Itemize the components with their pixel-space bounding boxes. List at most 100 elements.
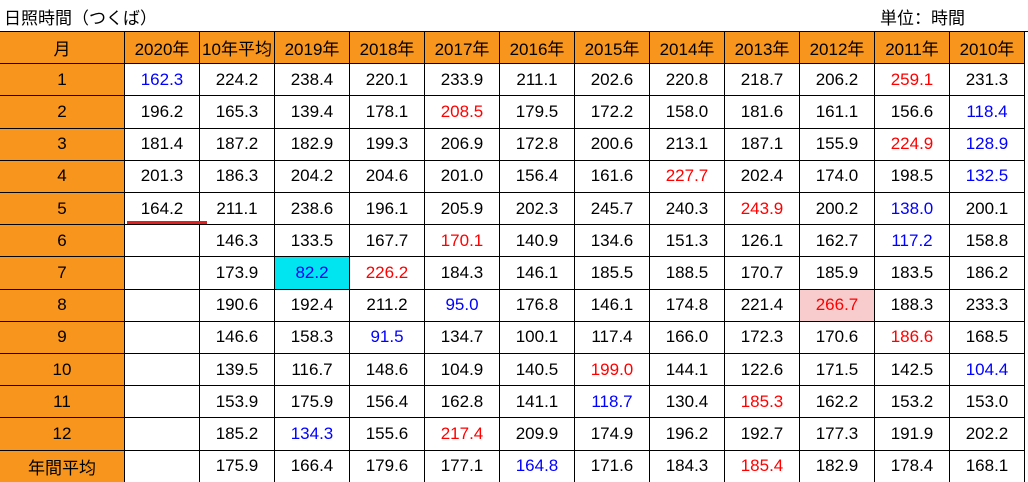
cell: 221.4 (725, 289, 800, 322)
cell: 185.2 (200, 418, 275, 451)
cell: 128.9 (950, 128, 1025, 161)
cell: 226.2 (350, 257, 425, 290)
cell: 164.8 (500, 450, 575, 482)
cell: 156.4 (500, 160, 575, 193)
cell: 177.1 (425, 450, 500, 482)
cell: 217.4 (425, 418, 500, 451)
cell: 204.6 (350, 160, 425, 193)
cell: 140.9 (500, 225, 575, 258)
cell (125, 418, 200, 451)
cell: 170.7 (725, 257, 800, 290)
cell: 117.4 (575, 321, 650, 354)
row-label: 2 (0, 96, 125, 129)
unit: 単位：時間 (880, 9, 965, 28)
row-label: 3 (0, 128, 125, 161)
cell: 151.3 (650, 225, 725, 258)
cell: 146.3 (200, 225, 275, 258)
cell: 117.2 (875, 225, 950, 258)
cell: 190.6 (200, 289, 275, 322)
cell: 186.6 (875, 321, 950, 354)
cell: 211.2 (350, 289, 425, 322)
cell: 199.3 (350, 128, 425, 161)
cell: 213.1 (650, 128, 725, 161)
cell: 166.4 (275, 450, 350, 482)
cell: 227.7 (650, 160, 725, 193)
cell: 196.2 (125, 96, 200, 129)
cell: 245.7 (575, 193, 650, 226)
cell: 198.5 (875, 160, 950, 193)
cell: 146.1 (500, 257, 575, 290)
cell: 201.3 (125, 160, 200, 193)
row-label: 10 (0, 354, 125, 387)
cell: 183.5 (875, 257, 950, 290)
cell (125, 289, 200, 322)
cell: 200.2 (800, 193, 875, 226)
cell: 185.4 (725, 450, 800, 482)
cell: 192.7 (725, 418, 800, 451)
cell: 146.6 (200, 321, 275, 354)
cell: 161.1 (800, 96, 875, 129)
cell: 211.1 (500, 64, 575, 97)
cell: 238.4 (275, 64, 350, 97)
cell: 175.9 (200, 450, 275, 482)
cell: 202.6 (575, 64, 650, 97)
cell: 208.5 (425, 96, 500, 129)
cell: 118.4 (950, 96, 1025, 129)
cell: 181.4 (125, 128, 200, 161)
cell: 130.4 (650, 386, 725, 419)
cell: 134.3 (275, 418, 350, 451)
header-cell: 2018年 (350, 32, 425, 65)
cell: 139.5 (200, 354, 275, 387)
cell: 142.5 (875, 354, 950, 387)
cell: 144.1 (650, 354, 725, 387)
cell: 172.2 (575, 96, 650, 129)
row-label: 6 (0, 225, 125, 258)
header-cell: 2012年 (800, 32, 875, 65)
header-cell: 2013年 (725, 32, 800, 65)
cell (125, 321, 200, 354)
cell: 186.3 (200, 160, 275, 193)
cell: 184.3 (650, 450, 725, 482)
cell: 166.0 (650, 321, 725, 354)
cell: 158.8 (950, 225, 1025, 258)
cell: 104.4 (950, 354, 1025, 387)
row-label: 1 (0, 64, 125, 97)
cell: 174.0 (800, 160, 875, 193)
cell: 199.0 (575, 354, 650, 387)
cell: 240.3 (650, 193, 725, 226)
cell: 202.2 (950, 418, 1025, 451)
cell: 259.1 (875, 64, 950, 97)
cell: 162.8 (425, 386, 500, 419)
cell: 177.3 (800, 418, 875, 451)
cell: 155.9 (800, 128, 875, 161)
header-cell: 2011年 (875, 32, 950, 65)
cell: 162.2 (800, 386, 875, 419)
cell: 116.7 (275, 354, 350, 387)
cell: 205.9 (425, 193, 500, 226)
cell: 134.7 (425, 321, 500, 354)
cell: 200.6 (575, 128, 650, 161)
cell: 192.4 (275, 289, 350, 322)
cell: 161.6 (575, 160, 650, 193)
cell: 185.3 (725, 386, 800, 419)
cell: 179.5 (500, 96, 575, 129)
table: 月 2020年 10年平均 2019年 2018年 2017年 2016年 2015年 2014… (0, 31, 1028, 482)
cell: 181.6 (725, 96, 800, 129)
header-cell: 2019年 (275, 32, 350, 65)
cell: 204.2 (275, 160, 350, 193)
cell: 91.5 (350, 321, 425, 354)
cell: 82.2 (275, 257, 350, 290)
cell: 140.5 (500, 354, 575, 387)
cell: 172.3 (725, 321, 800, 354)
cell (125, 257, 200, 290)
cell: 118.7 (575, 386, 650, 419)
cell: 104.9 (425, 354, 500, 387)
cell: 164.2 (125, 193, 200, 226)
row-label: 5 (0, 193, 125, 226)
cell: 174.8 (650, 289, 725, 322)
cell: 200.1 (950, 193, 1025, 226)
cell: 133.5 (275, 225, 350, 258)
cell: 191.9 (875, 418, 950, 451)
cell: 178.1 (350, 96, 425, 129)
title: 日照時間（つくば） (4, 9, 157, 28)
